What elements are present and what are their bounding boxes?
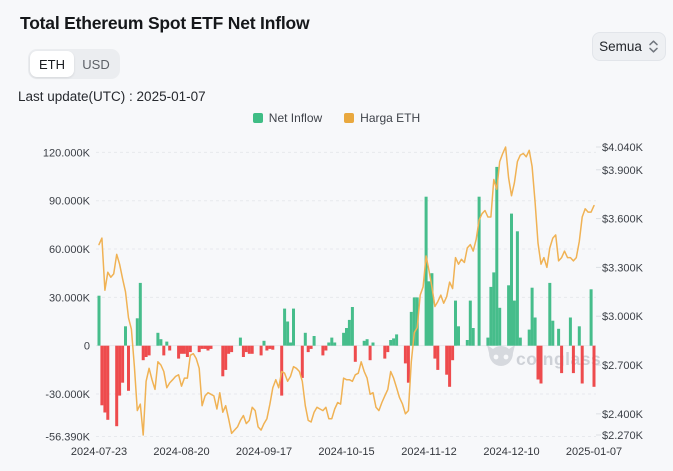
net-inflow-swatch-icon — [252, 113, 263, 123]
legend-item-harga-eth[interactable]: Harga ETH — [344, 111, 420, 125]
svg-text:60.000K: 60.000K — [49, 244, 91, 256]
svg-text:90.000K: 90.000K — [49, 196, 91, 208]
svg-text:$3.600K: $3.600K — [602, 214, 644, 226]
currency-toggle: ETH USD — [28, 49, 120, 79]
svg-text:$2.400K: $2.400K — [602, 409, 644, 421]
svg-text:2024-10-15: 2024-10-15 — [318, 446, 374, 458]
legend-label: Net Inflow — [268, 111, 323, 125]
toggle-eth[interactable]: ETH — [30, 51, 74, 77]
legend-item-net-inflow[interactable]: Net Inflow — [252, 111, 323, 125]
svg-text:$2.270K: $2.270K — [602, 430, 644, 442]
svg-text:2024-07-23: 2024-07-23 — [71, 446, 127, 458]
svg-text:2024-12-10: 2024-12-10 — [483, 446, 539, 458]
page-title: Total Ethereum Spot ETF Net Inflow — [20, 13, 310, 33]
svg-text:-56.390K: -56.390K — [45, 432, 90, 444]
select-chevrons-icon — [649, 40, 658, 53]
svg-text:2024-11-12: 2024-11-12 — [401, 446, 456, 458]
svg-text:$3.300K: $3.300K — [602, 262, 644, 274]
svg-text:$3.000K: $3.000K — [602, 311, 644, 323]
toggle-usd[interactable]: USD — [74, 51, 118, 77]
harga-eth-swatch-icon — [344, 113, 355, 123]
range-select[interactable]: Semua — [592, 32, 666, 61]
svg-text:2024-08-20: 2024-08-20 — [153, 446, 209, 458]
svg-text:$2.700K: $2.700K — [602, 360, 644, 372]
svg-text:30.000K: 30.000K — [49, 292, 91, 304]
legend-label: Harga ETH — [360, 111, 421, 125]
legend: Net Inflow Harga ETH — [0, 111, 673, 125]
svg-text:$3.900K: $3.900K — [602, 165, 644, 177]
svg-text:-30.000K: -30.000K — [45, 389, 90, 401]
last-update: Last update(UTC) : 2025-01-07 — [18, 89, 206, 104]
svg-text:0: 0 — [84, 341, 90, 353]
svg-text:2025-01-07: 2025-01-07 — [566, 446, 622, 458]
svg-text:2024-09-17: 2024-09-17 — [236, 446, 292, 458]
svg-text:120.000K: 120.000K — [43, 147, 91, 159]
svg-text:$4.040K: $4.040K — [602, 142, 644, 154]
svg-text:coinglass: coinglass — [516, 349, 601, 369]
range-select-value: Semua — [599, 39, 642, 54]
